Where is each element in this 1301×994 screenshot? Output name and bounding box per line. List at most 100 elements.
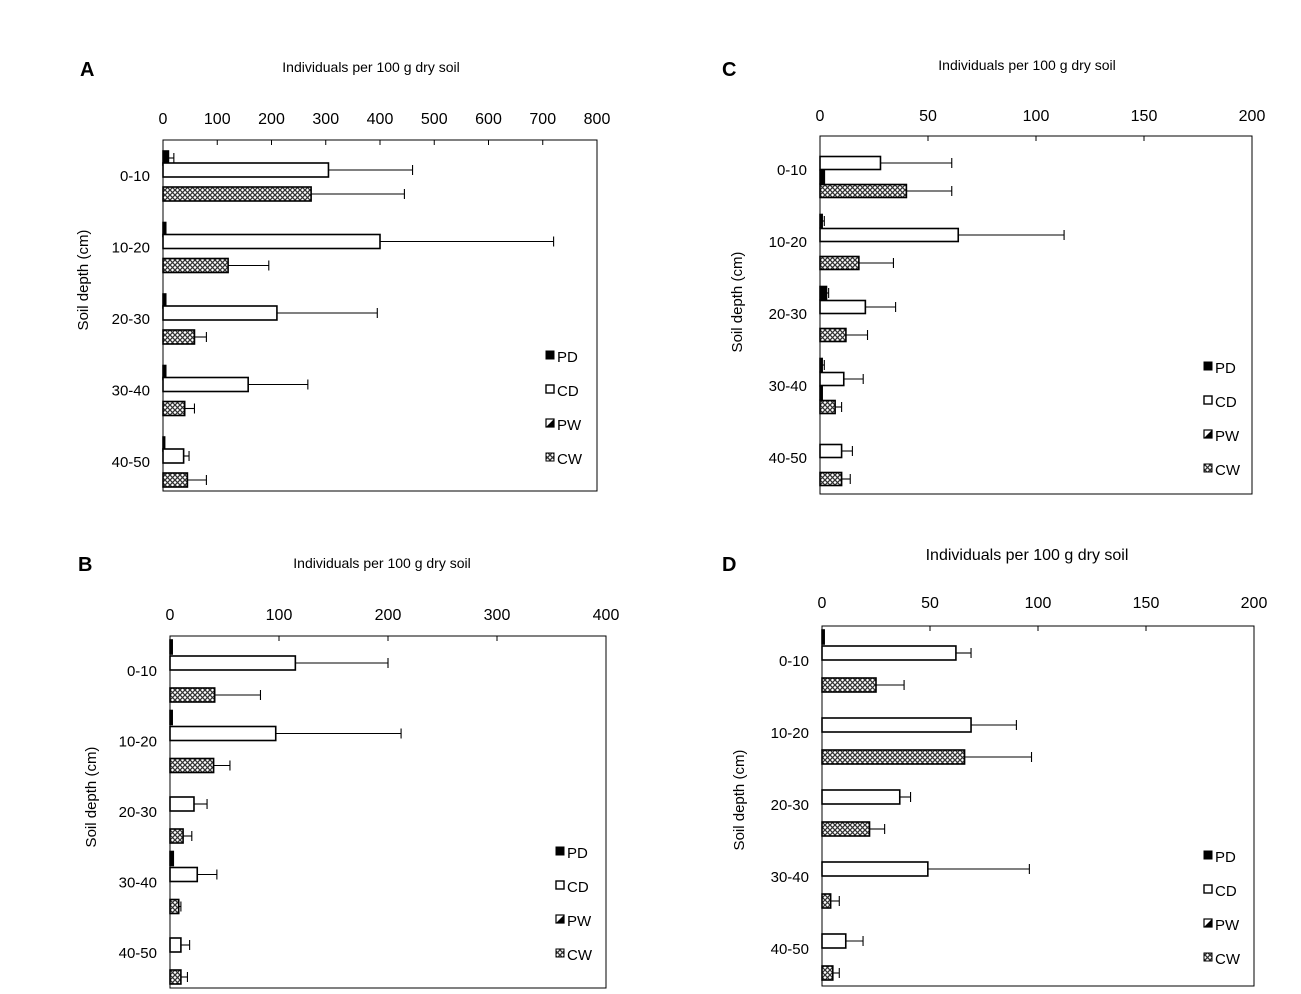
panel-d-bar-cw xyxy=(821,965,834,981)
panel-a-error-bar-cw xyxy=(228,260,270,271)
panel-d-plot-area xyxy=(821,625,1255,987)
panel-a-bar-cd xyxy=(162,233,381,250)
panel-c-xtick-label: 100 xyxy=(1023,108,1050,125)
panel-d-bars xyxy=(821,629,1033,981)
panel-b-letter: B xyxy=(78,554,92,576)
panel-a-legend-item-cw: CW xyxy=(545,451,583,468)
panel-c-legend-item-pw: PW xyxy=(1203,428,1240,445)
panel-b-title: Individuals per 100 g dry soil xyxy=(293,555,470,571)
panel-a-bar-cd xyxy=(162,162,330,178)
panel-d-category-label: 10-20 xyxy=(771,725,809,742)
legend-swatch-pd xyxy=(1203,361,1213,371)
panel-c-error-bar-cw xyxy=(835,402,843,412)
panel-c-bar-cd xyxy=(819,227,960,243)
panel-b-bar-cw xyxy=(169,969,182,985)
panel-c-xtick-label: 50 xyxy=(919,108,937,125)
panel-a-error-bar-cd xyxy=(183,451,190,461)
panel-b-bar-pd xyxy=(169,850,175,867)
panel-d-error-bar-cd xyxy=(971,720,1017,730)
legend-swatch-pw xyxy=(1203,429,1213,439)
panel-a-legend-label: PW xyxy=(557,417,582,434)
panel-c-error-bar-cw xyxy=(845,330,869,340)
legend-swatch-cw xyxy=(1203,952,1213,962)
panel-a-error-bar-cw xyxy=(311,189,405,199)
panel-b-xtick-label: 0 xyxy=(166,607,175,624)
panel-c-bar-pd xyxy=(819,357,823,373)
panel-a-xtick-label: 500 xyxy=(421,111,448,128)
panel-b-error-bar-cw xyxy=(183,831,193,841)
legend-swatch-cd xyxy=(1203,884,1213,894)
panel-a-legend-label: PD xyxy=(557,349,578,366)
panel-a-xtick-label: 400 xyxy=(367,111,394,128)
panel-a-error-bar-cw xyxy=(187,475,207,485)
panel-b-bar-pd xyxy=(169,709,173,726)
panel-c-category-label: 10-20 xyxy=(769,234,807,251)
panel-a-categories: 0-10 10-20 20-30 30-40 40-50 xyxy=(112,168,150,471)
panel-b-bars xyxy=(169,639,402,985)
panel-a-bar-cw xyxy=(162,186,312,202)
panel-c-error-bar-pd xyxy=(822,360,825,370)
panel-b-bar-cw xyxy=(169,757,215,774)
panel-b-category-label: 20-30 xyxy=(119,804,157,821)
panel-d-bar-cw xyxy=(821,821,871,837)
panel-d-letter: D xyxy=(722,554,736,576)
panel-c-xticks: 0 50 100 150 200 xyxy=(816,108,1265,141)
panel-c-bar-cw xyxy=(819,183,908,199)
panel-a-ylabel: Soil depth (cm) xyxy=(75,230,92,331)
panel-b-category-label: 30-40 xyxy=(119,875,157,892)
panel-c-error-bar-cd xyxy=(865,302,897,312)
panel-a-error-bar-cd xyxy=(328,165,414,175)
panel-c-bar-pd xyxy=(819,285,828,301)
panel-a-bar-cw xyxy=(162,400,186,417)
panel-d-bar-pd xyxy=(821,629,825,645)
panel-d-error-bar-cw xyxy=(876,680,905,690)
legend-swatch-pd xyxy=(1203,850,1213,860)
panel-b-bar-cd xyxy=(169,725,277,742)
panel-c-bar-cd xyxy=(819,155,882,171)
panel-a-legend-label: CW xyxy=(557,451,583,468)
panel-a-category-label: 40-50 xyxy=(112,454,150,471)
panel-c-category-label: 40-50 xyxy=(769,450,807,467)
panel-b-bar-cd xyxy=(169,866,199,883)
panel-b-xtick-label: 200 xyxy=(375,607,402,624)
panel-c-error-bar-cd xyxy=(880,158,953,168)
panel-d-error-bar-cw xyxy=(869,824,886,834)
panel-b-error-bar-cd xyxy=(295,658,389,668)
panel-b-ylabel: Soil depth (cm) xyxy=(83,747,100,848)
panel-b-error-bar-cd xyxy=(197,869,218,880)
panel-c-bar-cw xyxy=(819,327,847,343)
panel-c-legend-item-pd: PD xyxy=(1203,360,1236,377)
legend-swatch-pd xyxy=(555,846,565,856)
panel-c-bar-cw xyxy=(819,471,843,487)
panel-b-legend-item-cw: CW xyxy=(555,947,593,964)
panel-b-bar-cd xyxy=(169,655,297,671)
panel-c-bar-cd xyxy=(819,371,845,387)
panel-b-bar-cd xyxy=(169,937,182,953)
panel-d-error-bar-cw xyxy=(832,968,840,978)
panel-d-error-bar-cd xyxy=(899,792,912,802)
panel-b-legend-label: CW xyxy=(567,947,593,964)
panel-a-error-bar-cw xyxy=(194,332,207,342)
panel-c-bar-pw xyxy=(819,385,823,401)
panel-a: A Individuals per 100 g dry soil Soil de… xyxy=(75,59,610,492)
panel-b-legend-label: CD xyxy=(567,879,589,896)
panel-d-bar-cw xyxy=(821,677,877,693)
legend-swatch-pw xyxy=(555,914,565,924)
panel-d-category-label: 30-40 xyxy=(771,869,809,886)
panel-b-plot-area xyxy=(169,635,607,989)
panel-a-error-bar-cd xyxy=(276,308,378,318)
panel-d-bar-cd xyxy=(821,717,972,733)
panel-c-error-bar-cd xyxy=(958,230,1065,240)
panel-a-category-label: 10-20 xyxy=(112,240,150,257)
panel-c-bar-cw xyxy=(819,255,860,271)
panel-c-error-bar-cw xyxy=(906,186,953,196)
panel-d-bar-cd xyxy=(821,645,957,661)
panel-a-bar-cd xyxy=(162,305,278,321)
panel-a-error-bar-cd xyxy=(248,379,309,390)
panel-b-category-label: 0-10 xyxy=(127,663,157,680)
panel-d-bar-cd xyxy=(821,861,929,877)
panel-c-bar-pd xyxy=(819,213,823,229)
panel-b-error-bar-cd xyxy=(180,940,191,950)
panel-d-category-label: 0-10 xyxy=(779,653,809,670)
panel-a-bar-cd xyxy=(162,376,249,393)
